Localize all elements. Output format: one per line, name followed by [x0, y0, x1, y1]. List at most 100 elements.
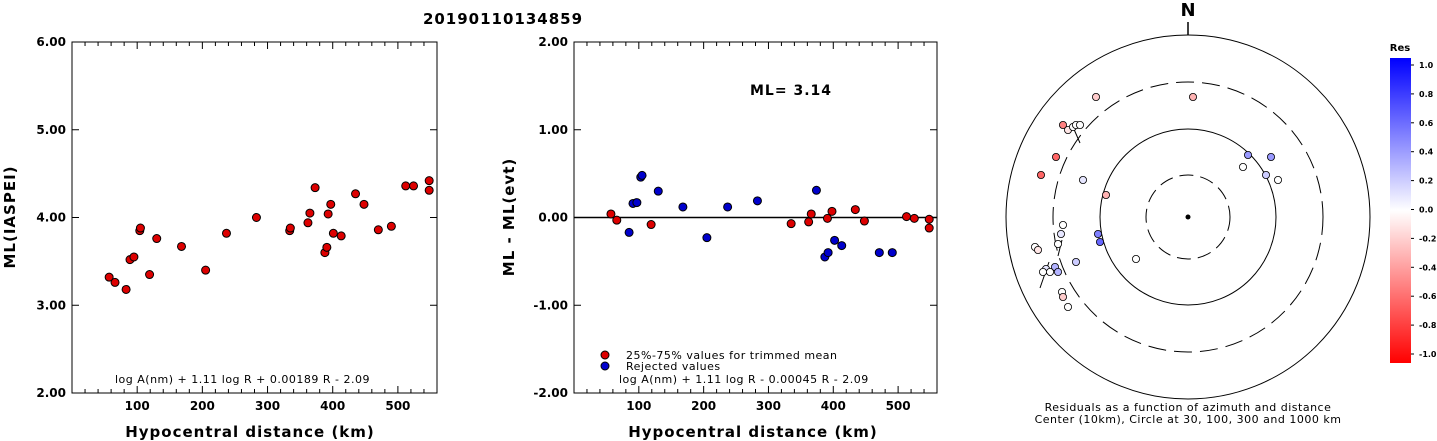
residual-point: [1039, 267, 1048, 276]
data-point: [678, 202, 688, 212]
data-point: [806, 209, 816, 219]
residual-point: [1079, 175, 1088, 184]
x-tick-label: 400: [821, 399, 846, 413]
residual-point: [1059, 292, 1068, 301]
data-point: [401, 181, 411, 191]
residual-point: [1037, 170, 1046, 179]
data-points: [104, 176, 434, 294]
data-point: [752, 196, 762, 206]
colorbar: Res 1.0 0.8 0.6 0.4 0.2 0.0 -0.2 -0.4 -0.6 -0.8 -1…: [1390, 43, 1437, 363]
y-tick-label: 1.00: [538, 123, 568, 137]
residual-point: [1034, 245, 1043, 254]
panel-magnitude: 2.00 3.00 4.00 5.00 6.00 100 200 300 400 500 log…: [1, 35, 438, 441]
data-point: [251, 213, 261, 222]
y-tick-label: 3.00: [36, 298, 66, 312]
data-point: [310, 183, 320, 193]
residual-point: [1052, 152, 1061, 161]
residual-point: [1072, 257, 1081, 266]
y-axis-label: ML - ML(evt): [500, 158, 518, 276]
data-point: [424, 185, 434, 195]
data-point: [152, 234, 162, 244]
data-point: [804, 217, 814, 227]
colorbar-tick-label: -0.8: [1419, 321, 1437, 330]
data-point: [328, 228, 338, 238]
legend-label-rejected: Rejected values: [626, 360, 721, 373]
data-point: [145, 270, 155, 280]
residual-point: [1046, 267, 1055, 276]
data-point: [606, 209, 616, 219]
data-point: [830, 235, 840, 245]
x-tick-label: 500: [886, 399, 911, 413]
data-point: [336, 231, 346, 241]
y-axis-label: ML(IASPEI): [1, 165, 19, 268]
data-point: [723, 202, 733, 212]
formula-text: log A(nm) + 1.11 log R - 0.00045 R - 2.0…: [619, 373, 869, 386]
epicenter: [1185, 214, 1191, 220]
x-axis-ticks: 100 200 300 400 500: [71, 42, 438, 413]
data-point: [177, 241, 186, 251]
x-tick-label: 200: [190, 399, 215, 413]
residual-point: [1132, 254, 1141, 263]
x-tick-label: 500: [385, 399, 410, 413]
y-axis-ticks: 2.00 3.00 4.00 5.00 6.00: [36, 35, 437, 400]
data-point: [823, 248, 833, 258]
x-axis-label: Hypocentral distance (km): [628, 423, 878, 441]
colorbar-tick-label: -0.2: [1419, 234, 1437, 243]
x-tick-label: 300: [756, 399, 781, 413]
x-tick-label: 100: [626, 399, 651, 413]
residual-point: [1094, 229, 1103, 238]
caption-line-2: Center (10km), Circle at 30, 100, 300 an…: [1035, 413, 1342, 426]
data-point: [909, 213, 919, 223]
residual-point: [1076, 121, 1085, 130]
residual-point: [1054, 267, 1063, 276]
colorbar-tick-label: 0.4: [1419, 148, 1434, 157]
x-tick-label: 200: [691, 399, 716, 413]
data-point: [305, 208, 315, 218]
residual-points: [1031, 93, 1283, 311]
residual-point: [1096, 237, 1105, 246]
data-point: [285, 223, 295, 233]
x-tick-label: 400: [320, 399, 345, 413]
y-tick-label: 2.00: [538, 35, 568, 49]
residual-point: [1267, 152, 1276, 161]
residual-point: [1057, 229, 1066, 238]
data-point: [902, 212, 912, 222]
data-point: [104, 272, 114, 282]
data-point: [874, 248, 884, 258]
data-point: [924, 214, 934, 224]
data-point: [201, 265, 211, 275]
data-point: [827, 206, 837, 216]
x-tick-label: 300: [255, 399, 280, 413]
figure-title: 20190110134859: [423, 10, 583, 28]
residual-point: [1189, 93, 1198, 102]
residual-point: [1064, 302, 1073, 311]
data-point: [322, 242, 332, 252]
data-point: [624, 227, 634, 237]
panel-residuals: -2.00 -1.00 0.00 1.00 2.00 100 200 300 400 500 M…: [500, 35, 938, 441]
legend-label-trimmed: 25%-75% values for trimmed mean: [626, 349, 838, 362]
colorbar-tick-label: -0.4: [1419, 263, 1437, 272]
data-point: [811, 185, 821, 195]
data-point: [373, 225, 383, 235]
data-point: [924, 223, 934, 233]
colorbar-tick-label: 0.6: [1419, 119, 1434, 128]
y-tick-label: 2.00: [36, 386, 66, 400]
colorbar-tick-label: 1.0: [1419, 61, 1434, 70]
data-point: [822, 213, 832, 223]
ring-300km: [1052, 81, 1324, 353]
data-point: [135, 223, 145, 233]
residual-point: [1102, 190, 1111, 199]
colorbar-tick-label: -1.0: [1419, 350, 1437, 359]
data-point: [637, 170, 647, 180]
residual-point: [1239, 162, 1248, 171]
colorbar-tick-label: -0.6: [1419, 292, 1437, 301]
data-point: [850, 205, 860, 215]
y-tick-label: 4.00: [36, 211, 66, 225]
colorbar-tick-label: 0.0: [1419, 206, 1434, 215]
colorbar-gradient: [1390, 58, 1411, 363]
caption-line-1: Residuals as a function of azimuth and d…: [1045, 401, 1332, 414]
colorbar-tick-label: 0.8: [1419, 90, 1434, 99]
x-tick-label: 100: [125, 399, 150, 413]
data-point: [887, 248, 897, 258]
